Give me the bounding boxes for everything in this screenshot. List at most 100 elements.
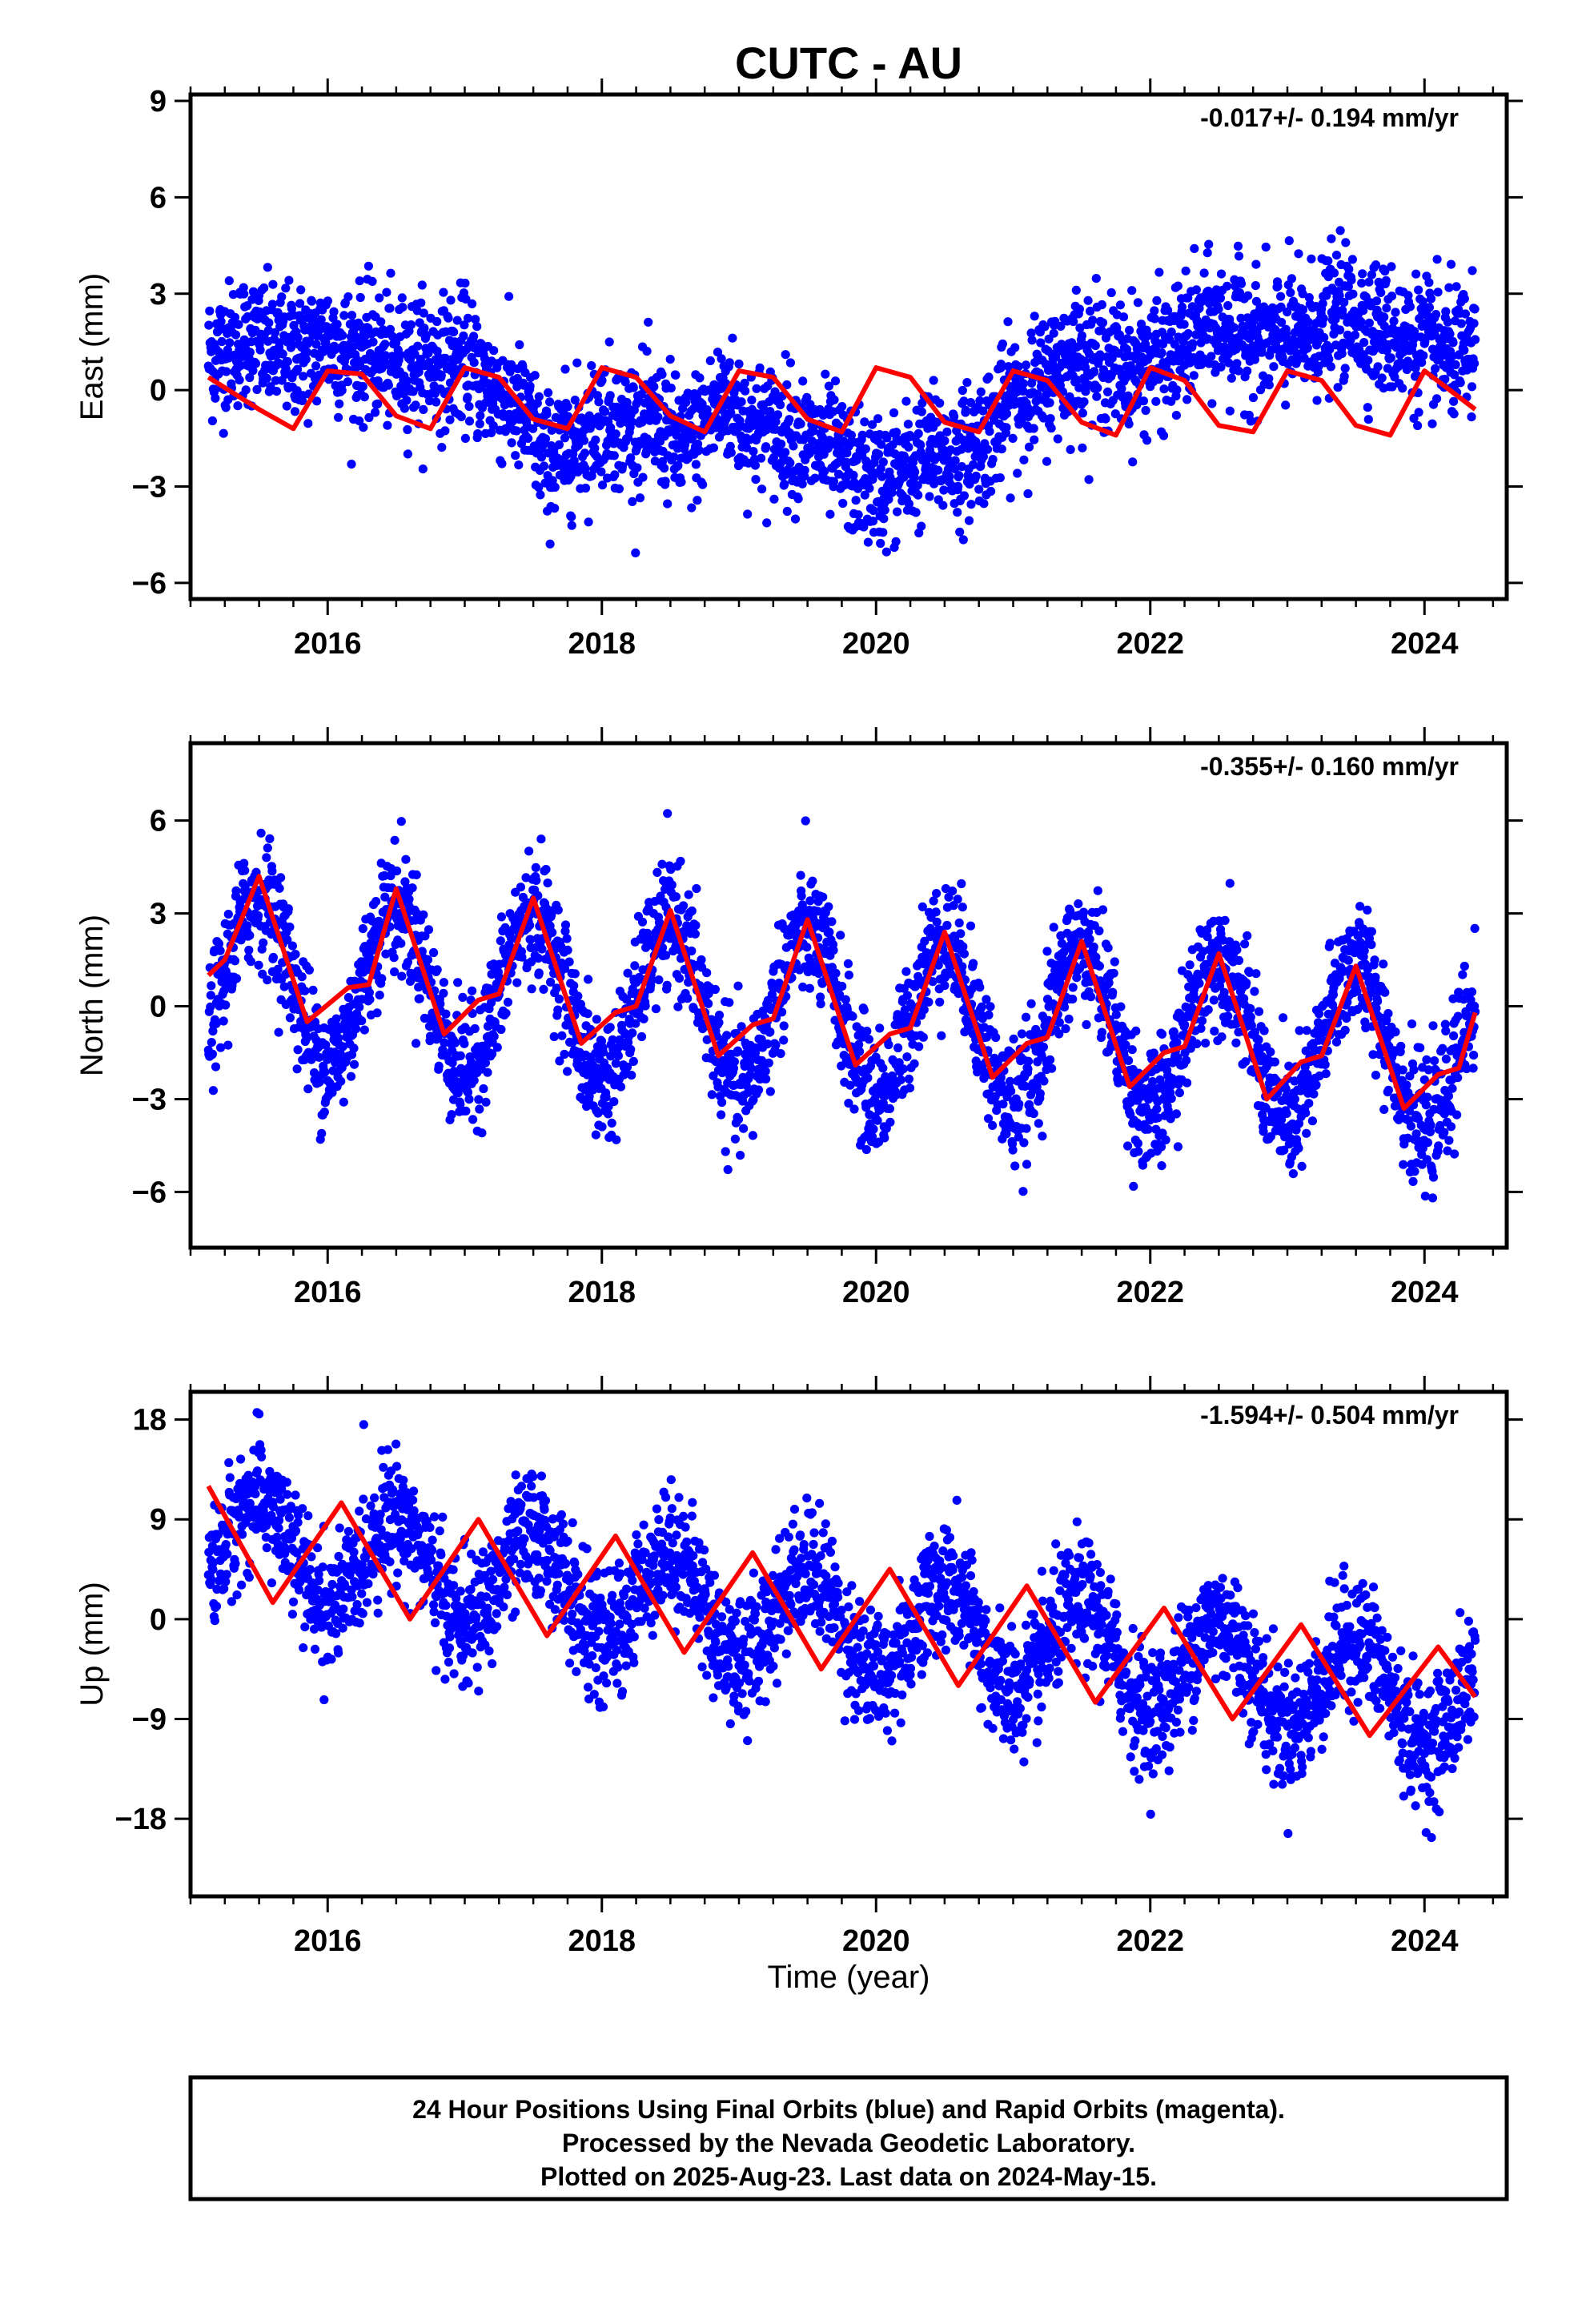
east-data-point [660, 464, 669, 473]
north-data-point [215, 946, 225, 955]
east-data-point [1257, 348, 1267, 357]
east-data-point [312, 396, 322, 406]
east-data-point [1234, 366, 1243, 376]
north-data-point [875, 1023, 885, 1033]
north-data-point [532, 875, 541, 885]
north-data-point [211, 1019, 221, 1028]
east-data-point [542, 409, 552, 419]
east-data-point [1236, 279, 1247, 288]
east-data-point [1335, 291, 1344, 300]
east-data-point [1424, 278, 1434, 287]
east-data-point [705, 356, 715, 366]
figure-title: CUTC - AU [735, 38, 962, 88]
east-data-point [464, 416, 475, 426]
north-data-point [627, 1071, 636, 1080]
east-data-point [1251, 259, 1261, 269]
north-data-point [905, 1084, 915, 1093]
east-data-point [884, 494, 893, 505]
east-data-point [1277, 317, 1287, 328]
north-data-point [568, 1038, 577, 1047]
north-data-point [591, 1130, 600, 1140]
east-data-point [751, 475, 761, 485]
north-data-point [613, 1051, 624, 1060]
east-data-point [853, 510, 863, 520]
east-data-point [417, 280, 427, 290]
east-data-point [698, 480, 708, 489]
north-data-point [841, 995, 850, 1004]
east-data-point [838, 498, 848, 509]
north-data-point [208, 1086, 218, 1096]
east-data-point [355, 292, 365, 303]
east-data-point [1467, 412, 1476, 422]
east-data-point [781, 350, 790, 360]
east-data-point [693, 496, 702, 505]
east-data-point [497, 459, 507, 468]
north-data-point [483, 1022, 493, 1031]
east-data-point [1427, 419, 1437, 428]
east-data-point [899, 451, 909, 461]
east-data-point [1371, 260, 1381, 270]
north-data-point [825, 927, 834, 937]
north-data-point [487, 998, 496, 1007]
east-data-point [397, 293, 407, 303]
east-data-point [1079, 397, 1089, 407]
north-data-point [729, 1057, 740, 1067]
east-data-point [1172, 385, 1182, 395]
east-data-point [375, 293, 384, 303]
north-data-point [436, 999, 445, 1008]
east-data-point [865, 484, 874, 493]
east-data-point [1136, 320, 1146, 329]
east-data-point [954, 481, 963, 492]
east-data-point [584, 517, 593, 527]
east-data-point [957, 462, 966, 472]
east-data-point [1340, 364, 1350, 373]
east-data-point [632, 463, 642, 472]
east-data-point [942, 427, 952, 436]
east-data-point [1006, 493, 1015, 503]
east-data-point [383, 420, 392, 430]
north-data-point [526, 935, 536, 944]
east-data-point [741, 386, 750, 396]
east-data-point [954, 471, 964, 480]
north-data-point [549, 1031, 559, 1042]
east-data-point [347, 460, 356, 469]
east-data-point [880, 505, 889, 515]
east-data-point [316, 315, 326, 324]
north-data-point [837, 982, 847, 991]
east-data-point [421, 331, 432, 340]
east-data-point [1159, 384, 1169, 394]
east-data-point [323, 296, 332, 306]
east-data-point [432, 316, 442, 327]
north-data-point [534, 968, 544, 978]
east-data-point [293, 364, 303, 374]
east-data-point [666, 384, 676, 393]
east-data-point [849, 470, 858, 480]
east-data-point [1234, 251, 1244, 261]
east-data-point [1046, 414, 1055, 424]
east-data-point [1098, 365, 1109, 375]
east-data-point [1026, 328, 1036, 338]
east-data-point [863, 537, 873, 547]
east-data-point [587, 361, 596, 371]
north-data-point [315, 1052, 324, 1062]
east-data-point [364, 412, 374, 423]
east-data-point [1419, 351, 1428, 360]
north-data-point [654, 975, 664, 985]
north-data-point [604, 1109, 613, 1119]
north-data-point [849, 1104, 859, 1114]
east-data-point [1143, 331, 1153, 340]
east-data-point [1468, 266, 1477, 275]
east-data-point [446, 296, 456, 305]
east-data-point [580, 464, 590, 473]
north-data-point [389, 953, 399, 963]
east-data-point [547, 425, 556, 435]
east-data-point [530, 371, 540, 380]
north-data-point [256, 828, 266, 838]
east-data-point [661, 476, 670, 486]
east-data-point [402, 396, 412, 405]
east-data-point [1171, 411, 1181, 420]
east-data-point [205, 306, 215, 316]
north-data-point [334, 1033, 343, 1043]
east-data-point [1138, 396, 1149, 406]
